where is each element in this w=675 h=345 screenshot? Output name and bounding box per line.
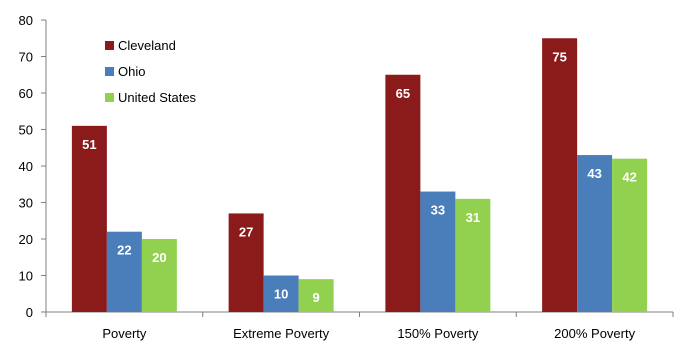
y-tick-label: 60 [19, 86, 33, 101]
bar-cleveland [228, 213, 264, 312]
x-category-label: Extreme Poverty [233, 326, 330, 341]
data-label: 42 [622, 170, 636, 185]
y-tick-label: 70 [19, 50, 33, 65]
bar-ohio [106, 231, 142, 312]
data-label: 20 [152, 250, 166, 265]
bar-united-states [298, 279, 334, 312]
bars [71, 38, 648, 312]
y-axis: 0 10 20 30 40 50 60 70 80 [19, 13, 47, 320]
data-label: 51 [82, 137, 96, 152]
x-category-label: Poverty [102, 326, 147, 341]
y-tick-label: 80 [19, 13, 33, 28]
y-tick-label: 40 [19, 159, 33, 174]
x-category-label: 200% Poverty [554, 326, 635, 341]
data-label: 65 [396, 86, 410, 101]
legend-label: United States [118, 90, 197, 105]
bar-united-states [455, 198, 491, 312]
data-label: 9 [313, 290, 320, 305]
bar-cleveland [71, 125, 107, 312]
bar-cleveland [385, 74, 421, 312]
bar-ohio [420, 191, 456, 312]
y-tick-label: 50 [19, 123, 33, 138]
data-label: 22 [117, 243, 131, 258]
legend: Cleveland Ohio United States [105, 38, 197, 105]
legend-swatch [105, 93, 114, 102]
data-labels: 51 22 20 27 10 9 65 33 31 75 43 42 [82, 49, 637, 305]
y-tick-label: 20 [19, 232, 33, 247]
data-label: 33 [431, 203, 445, 218]
bar-cleveland [542, 38, 578, 312]
bar-united-states [141, 239, 177, 312]
y-tick-label: 10 [19, 269, 33, 284]
data-label: 43 [587, 166, 601, 181]
x-category-label: 150% Poverty [397, 326, 478, 341]
data-label: 75 [552, 49, 566, 64]
legend-label: Cleveland [118, 38, 176, 53]
data-label: 10 [274, 287, 288, 302]
data-label: 31 [466, 210, 480, 225]
bar-united-states [612, 158, 648, 312]
bar-ohio [263, 275, 299, 312]
x-axis: Poverty Extreme Poverty 150% Poverty 200% P… [45, 311, 674, 341]
legend-label: Ohio [118, 64, 145, 79]
y-tick-label: 30 [19, 196, 33, 211]
legend-swatch [105, 67, 114, 76]
data-label: 27 [239, 224, 253, 239]
y-tick-label: 0 [26, 305, 33, 320]
bar-ohio [577, 155, 613, 312]
legend-swatch [105, 41, 114, 50]
